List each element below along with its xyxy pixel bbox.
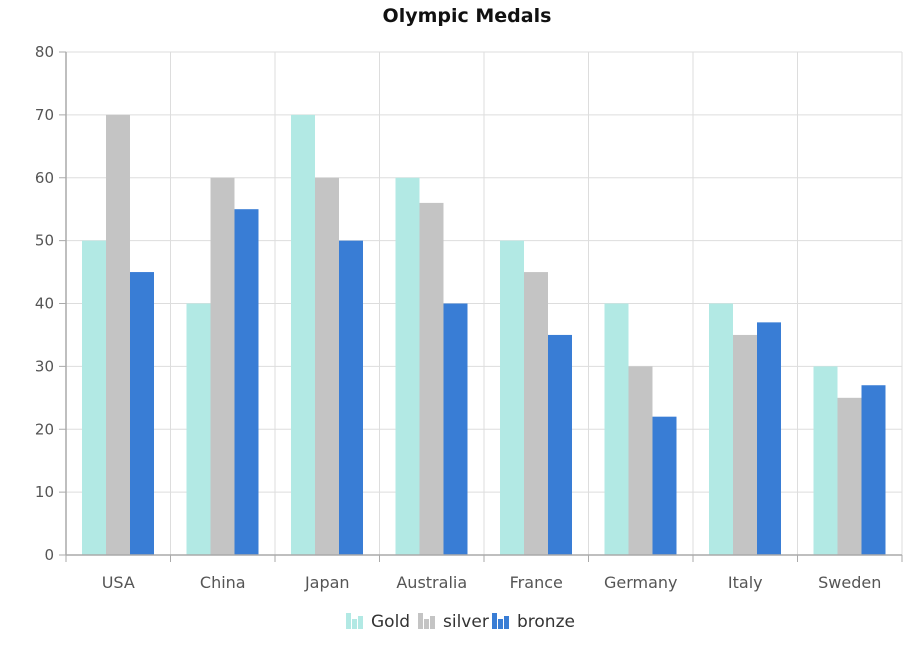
bar-bronze-japan[interactable] xyxy=(339,240,363,555)
y-tick-label: 80 xyxy=(35,43,54,61)
x-tick-label: Germany xyxy=(604,573,678,592)
legend-item-gold[interactable]: Gold xyxy=(346,612,410,632)
bar-chart-icon xyxy=(492,613,509,629)
bar-bronze-italy[interactable] xyxy=(757,322,781,555)
y-axis-ticks: 0 10 20 30 40 50 60 70 80 xyxy=(35,43,66,564)
bar-chart-icon xyxy=(418,613,435,629)
legend-label: silver xyxy=(443,612,489,632)
y-tick-label: 0 xyxy=(44,546,54,564)
y-tick-label: 60 xyxy=(35,169,54,187)
x-tick-label: Italy xyxy=(728,573,763,592)
bar-gold-france[interactable] xyxy=(500,240,524,555)
x-tick-label: Japan xyxy=(304,573,350,592)
y-tick-label: 10 xyxy=(35,483,54,501)
bar-bronze-france[interactable] xyxy=(548,334,572,555)
legend-label: Gold xyxy=(371,612,410,632)
bar-gold-italy[interactable] xyxy=(709,303,733,556)
bar-bronze-australia[interactable] xyxy=(443,303,468,556)
bar-gold-australia[interactable] xyxy=(395,177,420,555)
chart-title: Olympic Medals xyxy=(383,5,552,27)
bar-silver-germany[interactable] xyxy=(628,366,653,555)
bar-silver-china[interactable] xyxy=(210,177,235,555)
bar-bronze-sweden[interactable] xyxy=(861,385,886,555)
x-tick-label: USA xyxy=(102,573,135,592)
y-tick-label: 20 xyxy=(35,420,54,438)
bar-silver-italy[interactable] xyxy=(733,334,757,555)
x-tick-label: China xyxy=(200,573,246,592)
bar-group xyxy=(82,114,886,556)
x-tick-label: France xyxy=(510,573,563,592)
bar-silver-france[interactable] xyxy=(524,272,548,555)
x-tick-label: Sweden xyxy=(818,573,881,592)
bar-bronze-china[interactable] xyxy=(234,209,259,555)
bar-gold-sweden[interactable] xyxy=(813,366,838,555)
bar-silver-japan[interactable] xyxy=(315,177,339,555)
bar-chart-icon xyxy=(346,613,363,629)
bar-gold-usa[interactable] xyxy=(82,240,106,555)
bar-gold-germany[interactable] xyxy=(604,303,629,556)
legend[interactable]: Gold silver bronze xyxy=(346,612,575,632)
bar-gold-china[interactable] xyxy=(186,303,211,556)
bar-bronze-usa[interactable] xyxy=(130,272,154,555)
x-axis-ticks: USA China Japan Australia France Germany Italy… xyxy=(65,555,903,592)
y-tick-label: 30 xyxy=(35,357,54,375)
bar-silver-australia[interactable] xyxy=(419,202,444,555)
bar-gold-japan[interactable] xyxy=(291,114,315,555)
x-tick-label: Australia xyxy=(396,573,467,592)
legend-label: bronze xyxy=(517,612,575,632)
bar-silver-sweden[interactable] xyxy=(837,397,862,555)
y-tick-label: 50 xyxy=(35,232,54,250)
bar-silver-usa[interactable] xyxy=(106,114,130,555)
grid-lines xyxy=(66,51,903,555)
legend-item-bronze[interactable]: bronze xyxy=(492,612,575,632)
y-tick-label: 70 xyxy=(35,106,54,124)
legend-item-silver[interactable]: silver xyxy=(418,612,489,632)
y-tick-label: 40 xyxy=(35,295,54,313)
bar-bronze-germany[interactable] xyxy=(652,416,677,555)
